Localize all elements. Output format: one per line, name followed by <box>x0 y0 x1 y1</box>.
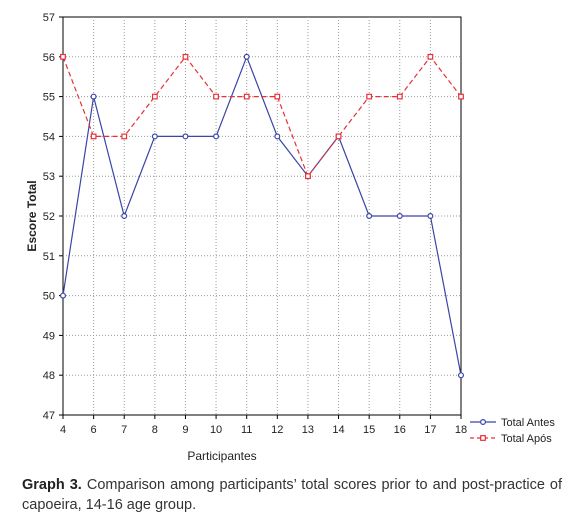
x-tick-label: 13 <box>302 424 314 436</box>
data-point <box>396 93 403 100</box>
caption-text: Comparison among participants’ total sco… <box>22 477 563 513</box>
x-tick-label: 4 <box>60 424 66 436</box>
x-tick-label: 7 <box>121 424 127 436</box>
data-point <box>335 133 342 140</box>
y-tick-label: 51 <box>43 251 55 263</box>
data-point <box>427 213 434 220</box>
y-tick-label: 48 <box>43 370 55 382</box>
x-tick-label: 14 <box>332 424 344 436</box>
x-tick-label: 10 <box>210 424 222 436</box>
series-line <box>62 55 462 178</box>
data-point <box>90 93 97 100</box>
data-point <box>182 53 189 60</box>
series-layer <box>59 53 465 379</box>
data-point <box>366 93 373 100</box>
x-tick-label: 8 <box>152 424 158 436</box>
x-tick-label: 16 <box>394 424 406 436</box>
data-point <box>366 213 373 220</box>
data-point <box>213 133 220 140</box>
data-point <box>151 93 158 100</box>
data-point <box>274 93 281 100</box>
data-point <box>305 173 311 180</box>
y-axis-label: Escore Total <box>25 180 39 251</box>
data-point <box>213 93 219 100</box>
data-point <box>60 53 66 60</box>
y-tick-label: 47 <box>43 410 55 422</box>
x-axis-ticks: 4 6 7 8 9 10 11 12 13 14 15 16 17 18 <box>60 415 467 436</box>
data-point <box>458 372 465 379</box>
caption-label: Graph 3. <box>22 477 82 493</box>
y-tick-label: 57 <box>43 12 55 24</box>
x-tick-label: 11 <box>241 424 252 436</box>
y-tick-label: 49 <box>43 330 55 342</box>
data-point <box>182 133 189 140</box>
y-tick-label: 50 <box>43 291 55 303</box>
data-point <box>121 133 128 140</box>
figure-caption: Graph 3. Comparison among participants’ … <box>22 475 562 515</box>
line-chart: 47 48 49 50 51 52 53 54 55 56 57 4 6 7 8 9 10 11 12 13 14 15… <box>25 12 555 463</box>
x-tick-label: 12 <box>271 424 283 436</box>
data-point <box>151 133 158 140</box>
data-point <box>243 53 250 60</box>
legend-item: Total Antes <box>470 417 555 429</box>
x-tick-label: 18 <box>455 424 467 436</box>
data-point <box>243 93 250 100</box>
x-tick-label: 15 <box>363 424 375 436</box>
y-tick-label: 55 <box>43 92 55 104</box>
data-point <box>396 213 403 220</box>
x-tick-label: 6 <box>91 424 97 436</box>
y-tick-label: 52 <box>43 211 55 223</box>
y-axis-ticks: 47 48 49 50 51 52 53 54 55 56 57 <box>43 12 63 422</box>
legend-label: Total Antes <box>501 417 555 429</box>
data-point <box>121 213 128 220</box>
legend: Total Antes Total Após <box>470 417 555 445</box>
data-point <box>427 53 434 60</box>
x-tick-label: 9 <box>182 424 188 436</box>
y-tick-label: 53 <box>43 171 55 183</box>
legend-marker <box>480 435 486 441</box>
x-axis-label: Participantes <box>187 449 256 463</box>
series-2 <box>60 53 464 180</box>
data-point <box>274 133 281 140</box>
legend-item: Total Após <box>470 433 552 445</box>
data-point <box>90 133 97 140</box>
y-tick-label: 56 <box>43 52 55 64</box>
legend-marker <box>480 419 487 426</box>
data-point <box>458 93 464 100</box>
legend-label: Total Após <box>501 433 552 445</box>
x-tick-label: 17 <box>424 424 436 436</box>
data-point <box>59 292 66 299</box>
y-tick-label: 54 <box>43 131 55 143</box>
